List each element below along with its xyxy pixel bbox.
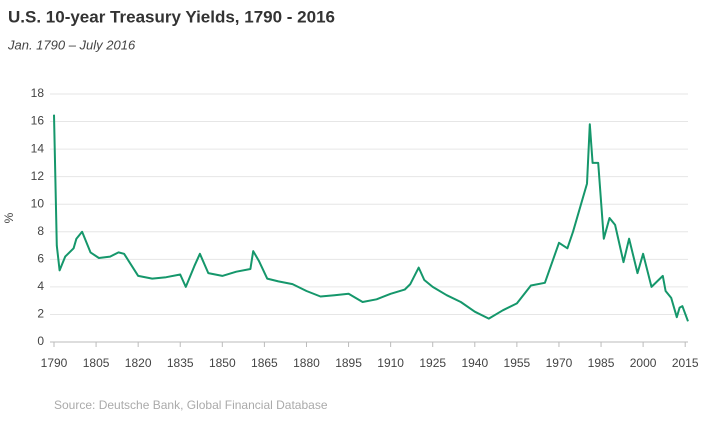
- x-tick-label: 1910: [377, 356, 404, 370]
- x-tick-label: 1970: [546, 356, 573, 370]
- source-note: Source: Deutsche Bank, Global Financial …: [54, 398, 328, 412]
- x-tick-label: 1850: [209, 356, 236, 370]
- y-tick-label: 6: [37, 252, 44, 266]
- y-tick-label: 14: [31, 141, 45, 155]
- y-tick-label: 10: [31, 196, 45, 210]
- x-tick-label: 1985: [588, 356, 615, 370]
- y-tick-label: 16: [31, 114, 45, 128]
- y-tick-label: 8: [37, 224, 44, 238]
- x-tick-label: 1805: [83, 356, 110, 370]
- y-tick-label: 0: [37, 334, 44, 348]
- y-tick-label: 4: [37, 279, 44, 293]
- y-tick-label: 18: [31, 86, 45, 100]
- x-tick-label: 1955: [504, 356, 531, 370]
- chart-subtitle: Jan. 1790 – July 2016: [7, 37, 136, 52]
- chart-title: U.S. 10-year Treasury Yields, 1790 - 201…: [8, 7, 335, 26]
- x-tick-label: 1835: [167, 356, 194, 370]
- x-tick-label: 1895: [335, 356, 362, 370]
- x-tick-label: 2015: [672, 356, 699, 370]
- x-tick-label: 1865: [251, 356, 278, 370]
- y-tick-label: 12: [31, 169, 45, 183]
- x-tick-label: 1790: [41, 356, 68, 370]
- x-tick-label: 1925: [419, 356, 446, 370]
- x-tick-label: 2000: [630, 356, 657, 370]
- x-tick-label: 1880: [293, 356, 320, 370]
- x-tick-label: 1820: [125, 356, 152, 370]
- yield-line: [53, 114, 689, 322]
- y-axis-label: %: [2, 212, 16, 223]
- y-tick-label: 2: [37, 307, 44, 321]
- x-tick-label: 1940: [461, 356, 488, 370]
